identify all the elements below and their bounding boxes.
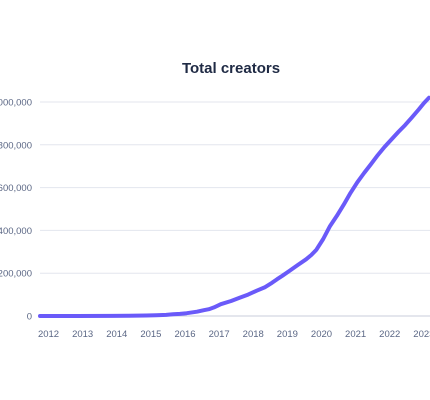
series-line: [38, 95, 430, 318]
x-tick-label: 2016: [174, 329, 195, 340]
x-tick-label: 2012: [38, 329, 59, 340]
x-tick-label: 2019: [277, 329, 298, 340]
y-tick-label: 200,000: [0, 269, 32, 280]
y-tick-label: 800,000: [0, 140, 32, 151]
x-tick-label: 2013: [72, 329, 93, 340]
chart-title: Total creators: [181, 60, 281, 77]
y-tick-label: 1,000,000: [0, 98, 32, 109]
x-tick-label: 2020: [311, 329, 332, 340]
x-tick-label: 2022: [379, 329, 400, 340]
y-tick-label: 0: [27, 312, 32, 323]
x-tick-label: 2018: [243, 329, 264, 340]
x-tick-label: 2014: [106, 329, 127, 340]
x-tick-label: 2017: [209, 329, 230, 340]
y-tick-label: 600,000: [0, 183, 32, 194]
x-tick-label: 2023: [413, 329, 430, 340]
x-tick-label: 2021: [345, 329, 366, 340]
x-tick-label: 2015: [140, 329, 161, 340]
y-tick-label: 400,000: [0, 226, 32, 237]
